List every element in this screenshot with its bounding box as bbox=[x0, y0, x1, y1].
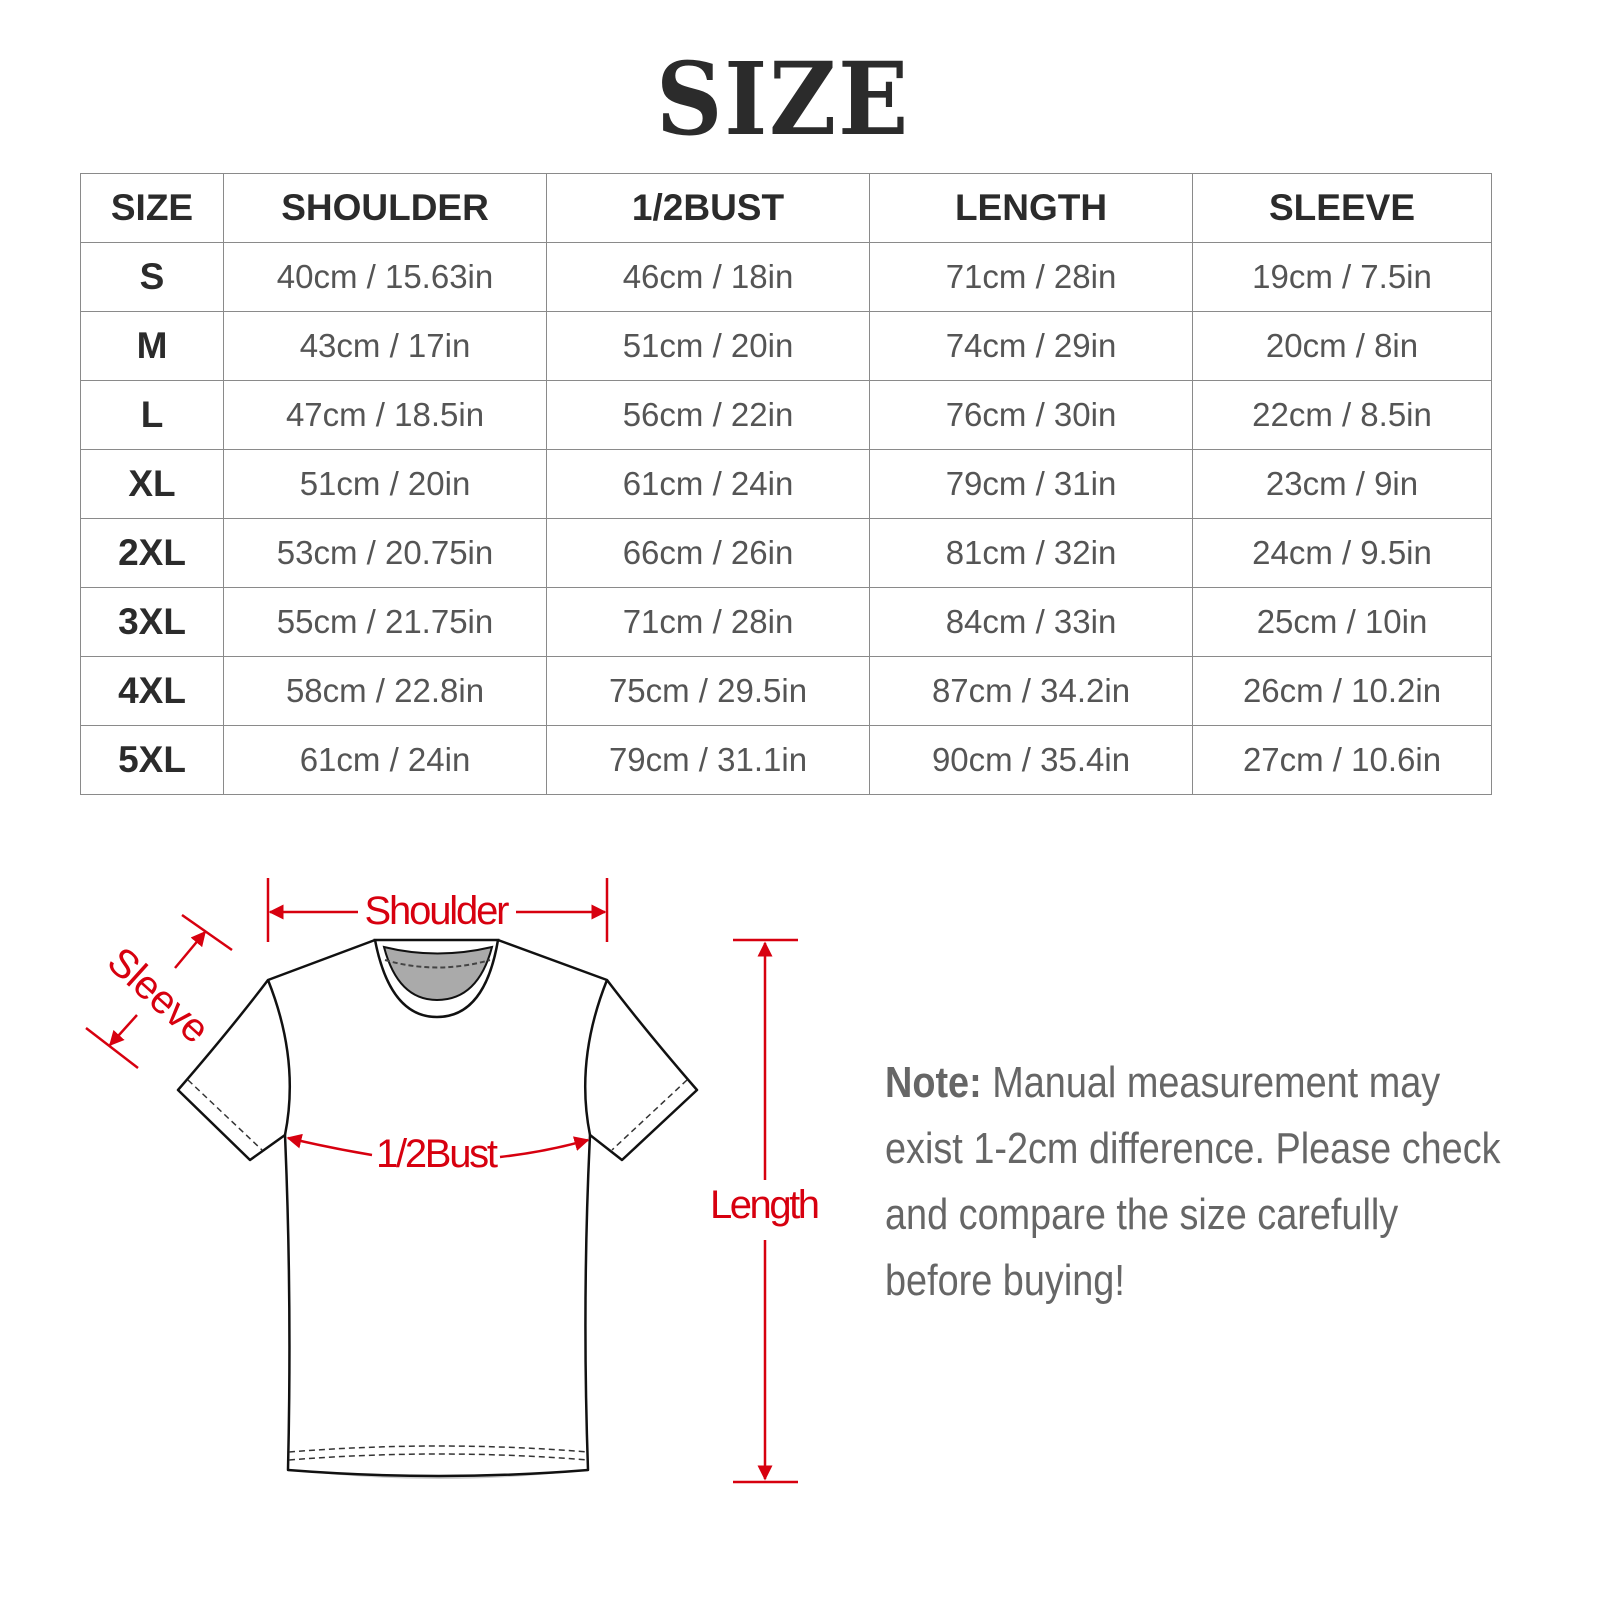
measurement-cell: 46cm / 18in bbox=[546, 242, 870, 312]
measurement-cell: 55cm / 21.75in bbox=[223, 587, 547, 657]
length-measure bbox=[733, 938, 798, 1484]
measurement-cell: 84cm / 33in bbox=[869, 587, 1193, 657]
table-row: L 47cm / 18.5in 56cm / 22in 76cm / 30in 22cm… bbox=[80, 380, 1492, 450]
table-row: 3XL 55cm / 21.75in 71cm / 28in 84cm / 33in 2… bbox=[80, 587, 1492, 657]
measurement-cell: 71cm / 28in bbox=[546, 587, 870, 657]
size-cell: XL bbox=[80, 449, 224, 519]
sleeve-measure bbox=[85, 913, 233, 1069]
tshirt-icon bbox=[176, 938, 699, 1479]
measurement-cell: 51cm / 20in bbox=[546, 311, 870, 381]
measurement-cell: 20cm / 8in bbox=[1192, 311, 1492, 381]
bust-label: 1/2Bust bbox=[376, 1132, 498, 1176]
table-row: 2XL 53cm / 20.75in 66cm / 26in 81cm / 32in 2… bbox=[80, 518, 1492, 588]
measurement-cell: 74cm / 29in bbox=[869, 311, 1193, 381]
column-header-sleeve: SLEEVE bbox=[1192, 173, 1492, 243]
table-header-row: SIZE SHOULDER 1/2BUST LENGTH SLEEVE bbox=[80, 173, 1492, 243]
measurement-cell: 19cm / 7.5in bbox=[1192, 242, 1492, 312]
measurement-cell: 61cm / 24in bbox=[546, 449, 870, 519]
measurement-cell: 26cm / 10.2in bbox=[1192, 656, 1492, 726]
measurement-cell: 61cm / 24in bbox=[223, 725, 547, 795]
measurement-cell: 22cm / 8.5in bbox=[1192, 380, 1492, 450]
measurement-cell: 76cm / 30in bbox=[869, 380, 1193, 450]
measurement-cell: 24cm / 9.5in bbox=[1192, 518, 1492, 588]
measurement-cell: 51cm / 20in bbox=[223, 449, 547, 519]
note-text: Manual measurement may exist 1-2cm diffe… bbox=[885, 1058, 1501, 1305]
table-row: M 43cm / 17in 51cm / 20in 74cm / 29in 20cm /… bbox=[80, 311, 1492, 381]
table-row: S 40cm / 15.63in 46cm / 18in 71cm / 28in 19c… bbox=[80, 242, 1492, 312]
measurement-cell: 27cm / 10.6in bbox=[1192, 725, 1492, 795]
size-cell: 4XL bbox=[80, 656, 224, 726]
table-row: 4XL 58cm / 22.8in 75cm / 29.5in 87cm / 34.2… bbox=[80, 656, 1492, 726]
measurement-cell: 79cm / 31.1in bbox=[546, 725, 870, 795]
measurement-cell: 58cm / 22.8in bbox=[223, 656, 547, 726]
table-row: 5XL 61cm / 24in 79cm / 31.1in 90cm / 35.4in… bbox=[80, 725, 1492, 795]
table-row: XL 51cm / 20in 61cm / 24in 79cm / 31in 23cm … bbox=[80, 449, 1492, 519]
shoulder-label: Shoulder bbox=[365, 889, 510, 933]
measurement-cell: 66cm / 26in bbox=[546, 518, 870, 588]
page-title: SIZE bbox=[655, 40, 911, 158]
size-cell: 5XL bbox=[80, 725, 224, 795]
measurement-cell: 56cm / 22in bbox=[546, 380, 870, 450]
measurement-cell: 81cm / 32in bbox=[869, 518, 1193, 588]
note-label: Note: bbox=[885, 1058, 982, 1107]
measurement-cell: 40cm / 15.63in bbox=[223, 242, 547, 312]
column-header-1-2bust: 1/2BUST bbox=[546, 173, 870, 243]
measurement-cell: 90cm / 35.4in bbox=[869, 725, 1193, 795]
measurement-cell: 75cm / 29.5in bbox=[546, 656, 870, 726]
size-cell: L bbox=[80, 380, 224, 450]
size-cell: S bbox=[80, 242, 224, 312]
measurement-cell: 25cm / 10in bbox=[1192, 587, 1492, 657]
size-table: SIZE SHOULDER 1/2BUST LENGTH SLEEVE S 40cm / … bbox=[80, 173, 1492, 795]
note: Note: Manual measurement may exist 1-2cm… bbox=[885, 1050, 1504, 1314]
column-header-length: LENGTH bbox=[869, 173, 1193, 243]
bust-measure bbox=[286, 1133, 590, 1159]
measurement-cell: 43cm / 17in bbox=[223, 311, 547, 381]
shoulder-measure bbox=[266, 878, 609, 942]
size-cell: M bbox=[80, 311, 224, 381]
measurement-cell: 23cm / 9in bbox=[1192, 449, 1492, 519]
length-label: Length bbox=[710, 1183, 820, 1227]
size-cell: 3XL bbox=[80, 587, 224, 657]
measurement-cell: 71cm / 28in bbox=[869, 242, 1193, 312]
column-header-size: SIZE bbox=[80, 173, 224, 243]
sleeve-label: Sleeve bbox=[99, 939, 218, 1052]
measurement-cell: 53cm / 20.75in bbox=[223, 518, 547, 588]
